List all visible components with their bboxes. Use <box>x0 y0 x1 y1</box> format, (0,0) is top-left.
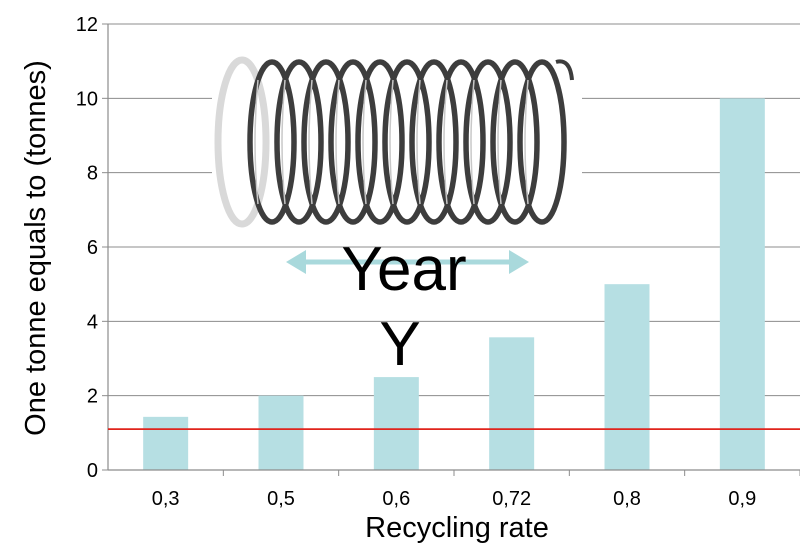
bar <box>258 395 304 470</box>
bar <box>604 284 650 470</box>
y-axis-title: One tonne equals to (tonnes) <box>20 60 52 436</box>
metal-spring-icon <box>212 52 582 228</box>
annotation-year: Year <box>341 235 466 304</box>
x-tick-labels: 0,3 0,5 0,6 0,72 0,8 0,9 <box>152 488 756 510</box>
y-tick-label: 2 <box>87 386 98 408</box>
x-tick-label: 0,5 <box>267 488 295 510</box>
gridlines <box>102 23 800 476</box>
double-arrow-icon <box>286 250 529 274</box>
y-tick-label: 0 <box>87 460 98 482</box>
x-tick-label: 0,9 <box>728 488 756 510</box>
x-tick-label: 0,8 <box>613 488 641 510</box>
bar <box>373 377 419 470</box>
y-tick-label: 10 <box>76 88 98 110</box>
y-tick-label: 6 <box>87 237 98 259</box>
x-tick-label: 0,6 <box>382 488 410 510</box>
axes <box>107 24 800 471</box>
y-tick-label: 8 <box>87 163 98 185</box>
y-tick-label: 4 <box>87 311 98 333</box>
bar <box>489 337 535 470</box>
y-tick-labels: 0 2 4 6 8 10 12 <box>76 14 98 482</box>
x-axis-title: Recycling rate <box>365 512 549 543</box>
annotation-y: Y <box>379 310 420 379</box>
y-tick-label: 12 <box>76 14 98 36</box>
x-tick-label: 0,3 <box>152 488 180 510</box>
x-tick-label: 0,72 <box>492 488 531 510</box>
bar <box>719 98 765 470</box>
bars <box>143 98 765 470</box>
bar <box>143 416 189 470</box>
